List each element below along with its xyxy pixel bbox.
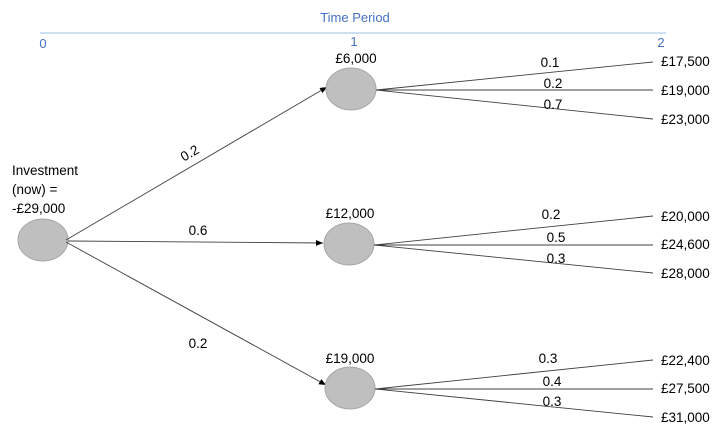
timeline: Time Period 0 1 2 [39,10,666,51]
timeline-tick-1: 1 [350,34,357,49]
branch-2-value: £12,000 [326,206,375,221]
root-label: Investment (now) = -£29,000 [12,163,82,216]
branch-1-outcome-1-probability: 0.1 [541,55,560,70]
timeline-tick-2: 2 [657,35,664,50]
branch-3-outcome-3-line [374,388,654,418]
branch-1-outcome-1-line [375,61,654,91]
branch-3-outcome-2-value: £27,500 [661,381,710,396]
branch-1-outcome-2-value: £19,000 [661,83,710,98]
branch-2-outcome-1-line [373,215,654,246]
root-label-line-2: (now) = [12,182,58,197]
branch-2-outcome-3-probability: 0.3 [547,251,566,266]
branch-2-outcome-1-probability: 0.2 [542,207,561,222]
branch-3-value: £19,000 [326,351,375,366]
branch-1-outcome-1-value: £17,500 [661,54,710,69]
root-node [17,218,69,262]
branch-3-probability: 0.2 [189,336,208,351]
branch-1-arrow [65,86,328,241]
root-label-line-3: -£29,000 [12,201,65,216]
branch-2-probability: 0.6 [189,223,208,238]
root-node-group: Investment (now) = -£29,000 [12,163,82,262]
branch-1-value: £6,000 [335,51,376,66]
branch-2-node [323,222,375,266]
timeline-title: Time Period [320,10,390,25]
root-label-line-1: Investment [12,163,78,178]
branch-3-node [324,366,376,410]
branch-1-node [325,67,377,111]
branch-1-outcome-2-probability: 0.2 [544,76,563,91]
branch-1-outcome-3-line [375,89,654,120]
branch-3-arrow [65,241,327,386]
branch-2-outcome-2-probability: 0.5 [547,230,566,245]
branch-2: 0.6 £12,000 0.2 0.5 0.3 £20,000 £24,600 … [67,206,710,281]
branch-1-outcome-3-value: £23,000 [661,112,710,127]
branch-1: 0.2 £6,000 0.1 0.2 0.7 £17,500 £19,000 £… [65,51,710,241]
branch-3-outcome-2-probability: 0.4 [543,374,562,389]
branch-2-outcome-3-line [373,244,654,274]
branch-3-outcome-3-value: £31,000 [661,410,710,425]
branch-3-outcome-1-line [374,359,654,390]
timeline-tick-0: 0 [39,36,46,51]
branch-3-outcome-1-probability: 0.3 [539,351,558,366]
branch-2-arrow [67,239,324,246]
branch-2-outcome-2-value: £24,600 [661,237,710,252]
branch-3-outcome-1-value: £22,400 [661,353,710,368]
branch-2-outcome-1-value: £20,000 [661,209,710,224]
branch-3-outcome-3-probability: 0.3 [543,394,562,409]
branch-2-outcome-3-value: £28,000 [661,266,710,281]
branch-3: 0.2 £19,000 0.3 0.4 0.3 £22,400 £27,500 … [65,241,710,425]
branch-1-probability: 0.2 [178,142,202,164]
branch-1-outcome-3-probability: 0.7 [544,97,563,112]
